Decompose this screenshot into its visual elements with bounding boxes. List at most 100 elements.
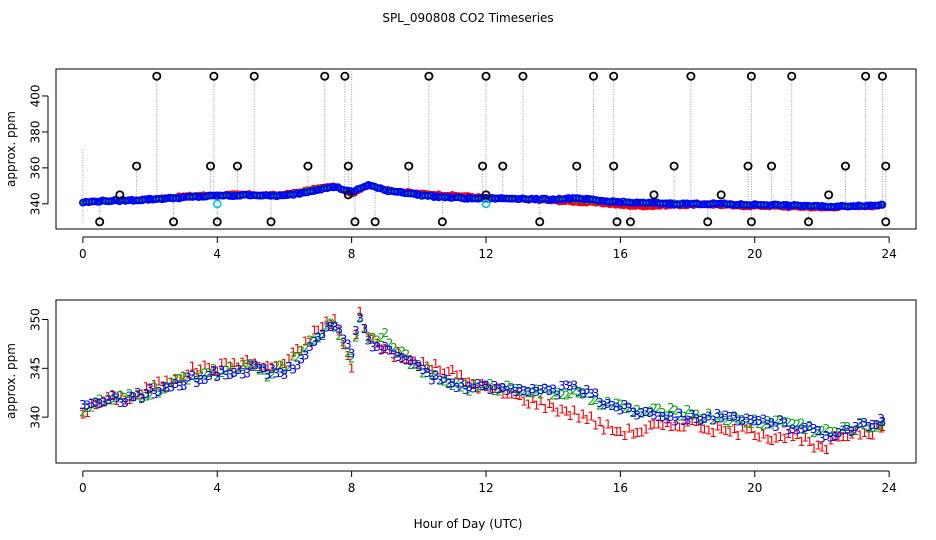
series-3-glyph: 3 (79, 398, 87, 412)
series-1-glyph: 1 (462, 376, 470, 390)
series-3-point (796, 202, 805, 210)
series-3-glyph: 3 (424, 366, 432, 380)
series-1-glyph: 1 (361, 322, 369, 336)
bottom-x-tick-label: 24 (881, 481, 896, 495)
series-2-glyph: 2 (352, 330, 360, 344)
spike-point (95, 217, 105, 227)
series-3-glyph: 3 (390, 347, 398, 361)
series-3-glyph: 3 (449, 377, 457, 391)
series-2-glyph: 2 (533, 383, 541, 397)
series-3-point (878, 200, 887, 209)
series-2-glyph: 2 (146, 389, 154, 403)
series-1-glyph: 1 (600, 423, 608, 437)
series-3-glyph: 3 (755, 414, 763, 428)
series-2-glyph: 2 (361, 322, 369, 336)
series-3-glyph: 3 (201, 373, 209, 387)
series-2-glyph: 2 (630, 406, 638, 420)
series-2-glyph: 2 (646, 404, 654, 418)
series-1-glyph: 1 (856, 428, 864, 442)
series-1-glyph: 1 (129, 390, 137, 404)
series-2-glyph: 2 (525, 386, 533, 400)
series-2-glyph: 2 (297, 344, 305, 358)
series-1-glyph: 1 (877, 422, 885, 436)
series-2-glyph: 2 (848, 424, 856, 438)
series-2-glyph: 2 (650, 401, 658, 415)
series-1-glyph: 1 (419, 355, 427, 369)
series-3-glyph: 3 (251, 359, 259, 373)
series-3-glyph: 3 (386, 344, 394, 358)
series-2-glyph: 2 (798, 417, 806, 431)
series-3-point (292, 189, 301, 198)
series-2-glyph: 2 (487, 377, 495, 391)
bottom-x-tick-label: 8 (348, 481, 356, 495)
series-1-glyph: 1 (798, 435, 806, 449)
series-1-glyph: 1 (630, 428, 638, 442)
series-3-glyph: 3 (722, 408, 730, 422)
series-1-glyph: 1 (327, 318, 335, 332)
series-2-glyph: 2 (541, 381, 549, 395)
series-1-glyph: 1 (608, 424, 616, 438)
series-3-glyph: 3 (96, 397, 104, 411)
series-3-glyph: 3 (314, 331, 322, 345)
series-2-glyph: 2 (558, 388, 566, 402)
series-3-glyph: 3 (117, 396, 125, 410)
series-3-glyph: 3 (470, 382, 478, 396)
series-2-glyph: 2 (856, 416, 864, 430)
series-1-glyph: 1 (311, 323, 319, 337)
series-3-glyph: 3 (478, 380, 486, 394)
series-1-glyph: 1 (705, 423, 713, 437)
series-3-point (343, 186, 351, 195)
series-2-glyph: 2 (839, 420, 847, 434)
series-3-glyph: 3 (100, 396, 108, 410)
series-1-glyph: 1 (512, 388, 520, 402)
series-2-glyph: 2 (617, 398, 625, 412)
series-3-glyph: 3 (126, 389, 134, 403)
series-3-glyph: 3 (734, 414, 742, 428)
series-2-glyph: 2 (608, 399, 616, 413)
spike-point (703, 217, 713, 227)
series-1-glyph: 1 (848, 428, 856, 442)
top-y-tick-label: 360 (29, 156, 43, 179)
series-1-glyph: 1 (499, 387, 507, 401)
series-3-glyph: 3 (243, 367, 251, 381)
series-3-glyph: 3 (844, 423, 852, 437)
series-3-glyph: 3 (277, 366, 285, 380)
series-3-point (611, 197, 620, 206)
series-1-glyph: 1 (176, 372, 184, 386)
series-3-point (393, 188, 402, 196)
series-1-glyph: 1 (768, 434, 776, 448)
series-3-glyph: 3 (865, 420, 873, 434)
series-3-glyph: 3 (831, 430, 839, 444)
series-1-glyph: 1 (831, 429, 839, 443)
series-3-glyph: 3 (671, 414, 679, 428)
series-2-glyph: 2 (827, 425, 835, 439)
series-2-glyph: 2 (419, 366, 427, 380)
series-2-glyph: 2 (592, 393, 600, 407)
spike-point (716, 190, 726, 200)
series-1-glyph: 1 (117, 389, 125, 403)
series-3-glyph: 3 (163, 382, 171, 396)
series-2-glyph: 2 (520, 384, 528, 398)
series-2-glyph: 2 (218, 366, 226, 380)
series-1-glyph: 1 (642, 422, 650, 436)
series-2-glyph: 2 (680, 409, 688, 423)
series-2-glyph: 2 (403, 348, 411, 362)
series-3-glyph: 3 (781, 417, 789, 431)
series-2-glyph: 2 (621, 402, 629, 416)
series-2-glyph: 2 (772, 413, 780, 427)
series-2-glyph: 2 (739, 413, 747, 427)
series-3-glyph: 3 (138, 392, 146, 406)
series-1-glyph: 1 (717, 422, 725, 436)
spike-point (350, 217, 360, 227)
series-2-glyph: 2 (176, 372, 184, 386)
series-1-glyph: 1 (571, 403, 579, 417)
spike-point (152, 71, 162, 81)
series-3-glyph: 3 (83, 399, 91, 413)
series-3-glyph: 3 (554, 388, 562, 402)
series-2-glyph: 2 (311, 334, 319, 348)
series-1-glyph: 1 (554, 406, 562, 420)
series-1-glyph: 1 (503, 387, 511, 401)
series-3-glyph: 3 (717, 411, 725, 425)
series-2-glyph: 2 (415, 358, 423, 372)
bottom-plot-frame (55, 299, 917, 464)
